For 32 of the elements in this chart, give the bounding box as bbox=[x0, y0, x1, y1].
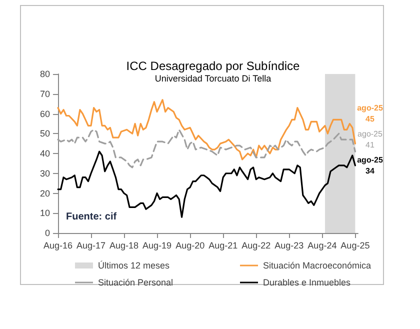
x-tick-label: Aug-18 bbox=[109, 240, 139, 250]
annotation: ago-25 34 bbox=[357, 155, 384, 176]
annotation: ago-25 45 bbox=[357, 103, 384, 124]
legend-label: Situación Macroeconómica bbox=[263, 260, 372, 270]
y-tick-label: 50 bbox=[40, 128, 50, 139]
y-tick-label: 30 bbox=[40, 168, 50, 178]
line-series bbox=[57, 99, 356, 160]
line-series bbox=[57, 150, 356, 218]
x-tick-label: Aug-17 bbox=[76, 240, 106, 250]
y-tick-label: 10 bbox=[40, 208, 50, 218]
chart-title: ICC Desagregado por Subíndice bbox=[126, 59, 300, 73]
x-tick-label: Aug-21 bbox=[208, 240, 238, 250]
x-tick-label: Aug-16 bbox=[43, 240, 73, 250]
y-tick-label: 70 bbox=[40, 88, 50, 99]
line-series bbox=[57, 128, 356, 168]
y-tick-label: 20 bbox=[40, 188, 50, 198]
x-tick-label: Aug-23 bbox=[274, 240, 304, 250]
y-tick-label: 60 bbox=[40, 108, 50, 119]
x-tick-label: Aug-20 bbox=[176, 240, 205, 250]
legend-label: Durables e Inmuebles bbox=[263, 278, 352, 288]
chart-subtitle: Universidad Torcuato Di Tella bbox=[154, 74, 272, 84]
x-tick-label: Aug-25 bbox=[340, 240, 370, 250]
x-tick-label: Aug-19 bbox=[142, 240, 172, 250]
legend-label: Últimos 12 meses bbox=[98, 260, 170, 270]
annotation: ago-25 41 bbox=[358, 129, 383, 150]
legend-label: Situación Personal bbox=[98, 278, 174, 288]
annotation: Fuente: cif bbox=[66, 212, 118, 222]
y-tick-label: 80 bbox=[40, 69, 50, 79]
y-tick-label: 40 bbox=[40, 148, 50, 158]
x-tick-label: Aug-22 bbox=[242, 240, 271, 250]
y-tick-label: 0 bbox=[44, 228, 50, 238]
x-tick-label: Aug-24 bbox=[308, 240, 337, 250]
